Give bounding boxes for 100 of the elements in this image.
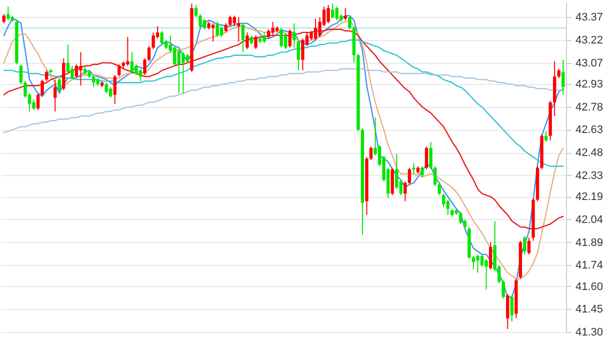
candlestick (344, 8, 347, 21)
candlestick (433, 166, 437, 187)
y-tick-label: 43.22 (576, 34, 604, 47)
y-tick-label: 42.93 (576, 78, 604, 91)
candlestick (438, 182, 441, 196)
candlestick (523, 236, 526, 255)
candlestick (250, 34, 254, 46)
candlestick (228, 15, 232, 27)
candlestick (118, 64, 121, 78)
candlestick (442, 193, 446, 208)
candlestick (284, 32, 288, 50)
candlestick (544, 130, 548, 142)
candlestick (429, 141, 432, 170)
candlestick (186, 53, 190, 64)
candlestick (420, 166, 424, 178)
candlestick (310, 30, 313, 41)
candlestick (194, 4, 198, 18)
candlestick (54, 79, 57, 112)
candlestick (113, 74, 116, 104)
y-tick-label: 41.45 (576, 304, 604, 316)
line-series (3, 68, 564, 134)
candlestick (502, 280, 505, 300)
candlestick (224, 22, 228, 33)
candlestick (326, 4, 330, 24)
candlestick (266, 28, 270, 39)
candlestick (134, 64, 138, 76)
y-tick-label: 41.89 (576, 236, 604, 249)
candlestick (510, 295, 514, 322)
candlestick (130, 52, 134, 74)
candlestick (476, 254, 480, 274)
candlestick (301, 38, 304, 71)
y-tick-label: 42.63 (576, 124, 604, 136)
candlestick (314, 18, 318, 41)
candlestick (412, 162, 416, 174)
candlestick (216, 21, 219, 38)
candlestick (404, 180, 407, 202)
candlestick (104, 82, 108, 94)
candlestick (79, 52, 82, 86)
candlestick (58, 78, 61, 92)
candlestick (472, 255, 476, 270)
candlestick (369, 146, 373, 161)
candlestick (262, 32, 266, 44)
candlestick (292, 22, 296, 48)
candlestick (173, 46, 176, 66)
candlestick (237, 16, 240, 42)
y-tick-label: 42.48 (576, 147, 604, 160)
y-tick-label: 41.30 (576, 326, 604, 338)
candlestick (147, 46, 151, 62)
candlestick (232, 15, 236, 27)
candlestick (557, 68, 560, 79)
y-tick-label: 42.19 (576, 191, 604, 204)
y-tick-label: 43.37 (576, 12, 604, 24)
y-tick-label: 41.60 (576, 280, 604, 293)
candlestick (83, 65, 87, 76)
candlestick (348, 15, 352, 30)
y-tick-label: 42.04 (576, 214, 604, 226)
candlestick (562, 59, 565, 96)
y-tick-label: 41.74 (576, 260, 604, 272)
candlestick (138, 68, 142, 82)
candlestick (271, 21, 274, 36)
candlestick (280, 27, 283, 48)
candlestick (177, 48, 181, 94)
candlestick (424, 146, 428, 170)
candlestick (92, 74, 96, 88)
candlestick (459, 211, 462, 225)
candlestick (446, 199, 450, 216)
candlestick (480, 254, 484, 268)
candlestick (70, 65, 74, 80)
candlestick (40, 79, 44, 97)
candlestick (126, 36, 130, 66)
candlestick (74, 64, 78, 79)
candlestick (527, 237, 531, 255)
y-tick-label: 42.33 (576, 170, 604, 182)
candlestick (19, 64, 23, 85)
candlestick (506, 293, 510, 330)
y-tick-label: 43.07 (576, 57, 604, 70)
line-series (3, 39, 564, 167)
candlestick (32, 98, 36, 110)
y-tick-label: 42.78 (576, 101, 604, 114)
candlestick (182, 52, 185, 94)
candlestick (395, 154, 398, 190)
candlestick (36, 92, 40, 110)
candlestick (241, 22, 245, 53)
candlestick (152, 32, 155, 50)
candlestick (254, 34, 258, 50)
candlestick (484, 258, 488, 290)
candlestick (198, 14, 202, 28)
candlestick (44, 70, 48, 82)
candlestick (246, 32, 249, 50)
candlestick (202, 18, 206, 30)
candlestick (288, 28, 292, 48)
candlestick (2, 14, 6, 24)
candlestick (143, 58, 146, 76)
candlestick (66, 44, 70, 74)
candlestick (335, 6, 338, 21)
candlestick (6, 6, 10, 21)
candlestick (160, 30, 164, 46)
candlestick (296, 40, 300, 71)
candlestick (408, 167, 412, 185)
candlestick (211, 22, 215, 42)
